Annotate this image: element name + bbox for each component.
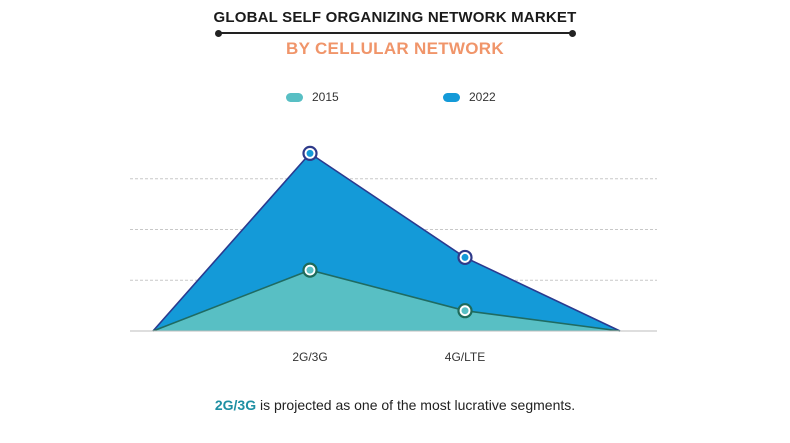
legend-item-2015: 2015 [286, 90, 339, 104]
legend-swatch-2022 [443, 92, 460, 102]
divider-dot-left [215, 29, 222, 37]
legend-item-2022: 2022 [443, 90, 496, 104]
line-2022 [152, 152, 621, 332]
marker-fill-2015-2G/3G [306, 266, 314, 274]
marker-fill-2015-4G/LTE [461, 307, 469, 315]
x-tick-label-4G/LTE: 4G/LTE [445, 350, 485, 364]
caption-text: is projected as one of the most lucrativ… [256, 397, 576, 413]
legend-swatch-2015 [286, 92, 303, 102]
chart-subtitle: BY CELLULAR NETWORK [286, 39, 504, 58]
legend-label-2015: 2015 [312, 90, 339, 104]
caption-highlight: 2G/3G [214, 397, 257, 413]
line-2015 [152, 269, 621, 332]
marker-fill-2022-2G/3G [306, 149, 314, 157]
caption: 2G/3G is projected as one of the most lu… [0, 397, 790, 413]
chart-title: GLOBAL SELF ORGANIZING NETWORK MARKET [213, 9, 577, 26]
divider-dot-right [569, 29, 576, 37]
title-divider [218, 32, 572, 34]
legend-label-2022: 2022 [469, 90, 496, 104]
marker-fill-2022-4G/LTE [461, 253, 469, 261]
x-tick-label-2G/3G: 2G/3G [292, 350, 327, 364]
